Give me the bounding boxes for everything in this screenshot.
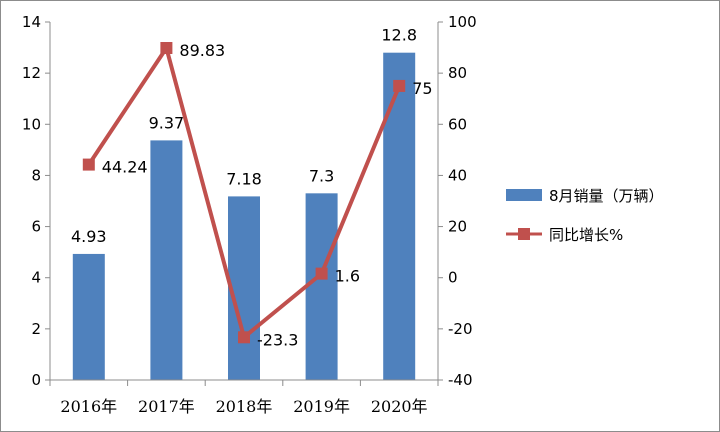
right-y-tick-label: -20 — [448, 320, 473, 338]
bar-data-label: 4.93 — [71, 227, 107, 246]
right-y-tick-label: 100 — [448, 13, 477, 31]
bar — [150, 140, 183, 380]
x-tick-label: 2018年 — [216, 397, 273, 416]
left-y-tick-label: 10 — [22, 115, 41, 133]
axes-layer: 0 2 4 6 8 10 12 14 -40 -20 0 20 40 60 80 100 2016年 2017年 2… — [22, 13, 477, 416]
left-y-tick-label: 8 — [31, 166, 41, 184]
legend-swatch-sales — [506, 189, 542, 201]
line-data-label: 89.83 — [179, 41, 225, 60]
legend: 8月销量（万辆） 同比增长% — [506, 187, 664, 244]
legend-label-sales: 8月销量（万辆） — [549, 187, 664, 205]
bar-data-label: 7.3 — [309, 166, 334, 185]
right-y-tick-label: 40 — [448, 166, 467, 184]
line-point — [160, 42, 173, 55]
left-y-tick-label: 14 — [22, 13, 41, 31]
bar — [228, 196, 260, 380]
line-data-label: 1.6 — [335, 267, 360, 286]
left-y-tick-label: 0 — [31, 371, 41, 389]
line-data-label: 75 — [412, 79, 432, 98]
x-tick-label: 2020年 — [371, 397, 428, 416]
line-point — [315, 267, 328, 280]
legend-label-growth: 同比增长% — [549, 226, 623, 244]
right-y-tick-label: 80 — [448, 64, 467, 82]
legend-swatch-growth-marker — [518, 228, 530, 240]
left-y-tick-label: 2 — [31, 320, 41, 338]
bar-data-label: 12.8 — [381, 26, 417, 45]
x-tick-label: 2016年 — [60, 397, 117, 416]
line-point — [238, 331, 250, 344]
line-point — [393, 79, 406, 92]
bar — [383, 52, 416, 380]
left-y-tick-label: 6 — [31, 218, 41, 236]
labels-layer: 4.93 9.37 7.18 7.3 12.8 44.24 89.83 -23.3 1.6 75 — [71, 26, 433, 350]
bar-data-label: 7.18 — [226, 169, 262, 188]
bar — [305, 193, 338, 380]
bar-data-label: 9.37 — [149, 113, 185, 132]
right-y-tick-label: 20 — [448, 218, 467, 236]
right-y-tick-label: 60 — [448, 115, 467, 133]
bar — [72, 253, 105, 380]
x-tick-label: 2017年 — [138, 397, 195, 416]
x-tick-label: 2019年 — [293, 397, 350, 416]
line-data-label: 44.24 — [102, 158, 148, 177]
line-point — [82, 158, 95, 171]
left-y-tick-label: 12 — [22, 64, 41, 82]
line-layer — [82, 42, 406, 344]
right-y-tick-label: 0 — [448, 269, 458, 287]
left-y-tick-label: 4 — [31, 269, 41, 287]
right-y-tick-label: -40 — [448, 371, 473, 389]
line-data-label: -23.3 — [257, 330, 298, 349]
